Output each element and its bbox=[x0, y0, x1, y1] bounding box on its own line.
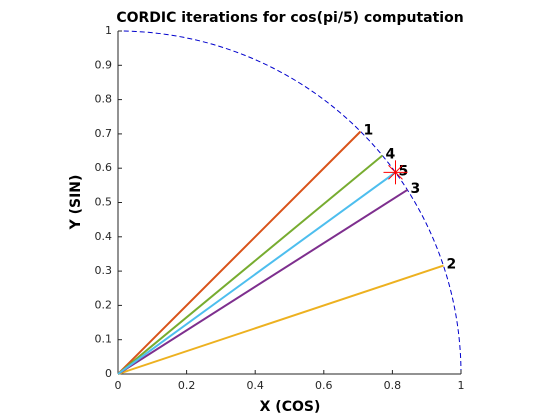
point-label: 5 bbox=[398, 163, 408, 179]
point-label: 1 bbox=[364, 122, 374, 138]
target-marker bbox=[383, 160, 408, 185]
y-tick-label: 0.6 bbox=[95, 161, 113, 174]
y-tick-label: 0.3 bbox=[95, 264, 113, 277]
point-label: 3 bbox=[410, 181, 420, 197]
series-line bbox=[117, 130, 362, 375]
point-label: 4 bbox=[385, 147, 395, 163]
marker-stroke bbox=[388, 164, 403, 180]
series-line bbox=[117, 171, 397, 375]
y-tick-label: 0.9 bbox=[95, 58, 113, 71]
y-tick-label: 0 bbox=[105, 367, 112, 380]
chart-title: CORDIC iterations for cos(pi/5) computat… bbox=[116, 10, 463, 26]
y-tick-label: 0.1 bbox=[95, 333, 113, 346]
y-tick-label: 0.8 bbox=[95, 93, 113, 106]
y-tick-label: 1 bbox=[105, 24, 112, 37]
series-line bbox=[117, 264, 444, 375]
series-line bbox=[117, 154, 384, 375]
unit-circle bbox=[117, 30, 462, 375]
y-tick-label: 0.7 bbox=[95, 127, 113, 140]
series-line bbox=[117, 188, 409, 375]
x-tick-label: 0.8 bbox=[384, 379, 402, 392]
x-tick-label: 0.6 bbox=[315, 379, 333, 392]
x-tick-label: 0.2 bbox=[178, 379, 196, 392]
y-tick-label: 0.4 bbox=[95, 230, 113, 243]
y-axis-label: Y (SIN) bbox=[68, 175, 84, 231]
x-tick-label: 0.4 bbox=[246, 379, 264, 392]
point-label: 2 bbox=[447, 257, 457, 273]
x-tick-label: 0 bbox=[115, 379, 122, 392]
y-tick-label: 0.2 bbox=[95, 298, 113, 311]
x-tick-label: 1 bbox=[458, 379, 465, 392]
x-axis-label: X (COS) bbox=[260, 399, 321, 415]
y-tick-label: 0.5 bbox=[95, 196, 113, 209]
